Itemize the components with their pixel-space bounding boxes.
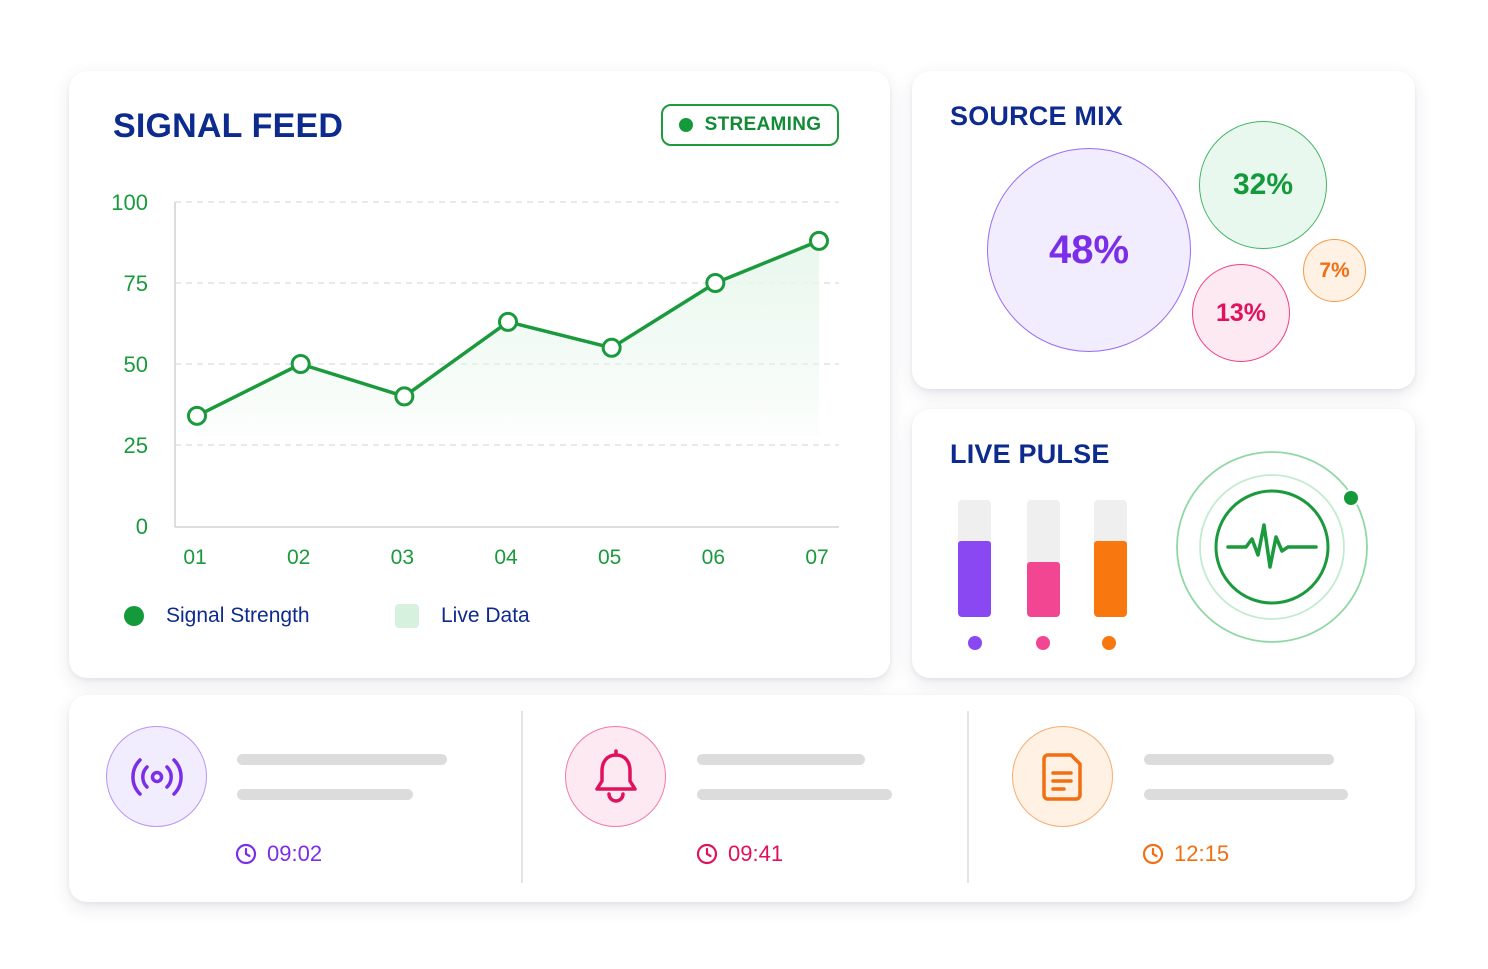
streaming-dot-icon <box>678 118 693 132</box>
signal-feed-title: SIGNAL FEED <box>113 107 344 145</box>
streaming-badge-label: STREAMING <box>704 114 822 135</box>
activity-text-placeholder <box>697 754 865 765</box>
activity-text-placeholder <box>237 754 447 765</box>
streaming-badge: STREAMING <box>661 104 839 146</box>
clock-icon <box>235 843 257 865</box>
live-pulse-card: LIVE PULSE <box>912 409 1415 678</box>
x-tick-label: 05 <box>598 546 621 569</box>
activity-time-1: 09:02 <box>235 841 322 867</box>
source-mix-title: SOURCE MIX <box>950 101 1124 131</box>
pulse-bar-purple <box>958 500 991 617</box>
activity-card: 09:02 09:41 12:15 <box>69 695 1415 902</box>
broadcast-icon[interactable] <box>106 726 207 827</box>
data-point-06 <box>705 273 726 293</box>
heartbeat-icon <box>1176 451 1368 643</box>
data-point-01 <box>187 405 207 426</box>
y-tick-label: 100 <box>111 190 148 215</box>
legend-signal-label: Signal Strength <box>166 604 310 627</box>
activity-time-label: 12:15 <box>1174 841 1230 866</box>
legend-live-swatch-icon <box>395 604 419 628</box>
activity-text-placeholder <box>697 789 892 800</box>
pulse-dot-purple-icon <box>968 636 982 650</box>
activity-time-3: 12:15 <box>1142 841 1229 867</box>
legend-signal-dot-icon <box>124 606 144 626</box>
x-tick-label: 02 <box>287 546 310 569</box>
pulse-bar-fill <box>1094 540 1127 617</box>
legend-live-data: Live Data <box>395 604 530 628</box>
pulse-dot-orange-icon <box>1102 636 1116 650</box>
y-tick-label: 75 <box>124 271 148 296</box>
y-tick-label: 25 <box>124 433 148 458</box>
pulse-bar-fill <box>958 540 991 617</box>
activity-text-placeholder <box>237 789 413 800</box>
data-point-04 <box>498 311 518 332</box>
pulse-bar-fill <box>1027 562 1060 617</box>
activity-divider <box>521 711 523 883</box>
live-data-area <box>197 240 819 436</box>
live-pulse-title: LIVE PULSE <box>950 439 1110 469</box>
document-icon[interactable] <box>1012 726 1113 827</box>
bell-icon[interactable] <box>565 726 666 827</box>
data-point-07 <box>809 230 829 251</box>
source-bubble-13: 13% <box>1192 264 1290 362</box>
pulse-dot-pink-icon <box>1036 636 1050 650</box>
clock-icon <box>696 843 718 865</box>
data-point-02 <box>290 354 311 374</box>
source-bubble-7: 7% <box>1303 239 1366 302</box>
source-bubble-32: 32% <box>1199 121 1327 249</box>
activity-text-placeholder <box>1144 754 1334 765</box>
x-tick-label: 03 <box>391 546 414 569</box>
clock-icon <box>1142 843 1164 865</box>
signal-feed-card: SIGNAL FEED STREAMING 0 25 50 75 100 01 02 03 04… <box>69 71 890 678</box>
legend-live-label: Live Data <box>441 604 530 627</box>
y-tick-label: 50 <box>124 352 148 377</box>
data-point-05 <box>601 337 622 358</box>
activity-time-label: 09:02 <box>267 841 323 866</box>
x-tick-label: 04 <box>494 546 518 569</box>
x-tick-label: 06 <box>702 546 725 569</box>
legend-signal-strength: Signal Strength <box>124 604 310 628</box>
x-tick-label: 01 <box>183 546 206 569</box>
pulse-bar-orange <box>1094 500 1127 617</box>
signal-line-chart: 0 25 50 75 100 01 02 03 04 05 06 07 <box>111 190 839 569</box>
activity-text-placeholder <box>1144 789 1348 800</box>
y-tick-label: 0 <box>136 514 148 539</box>
x-tick-label: 07 <box>805 546 828 569</box>
activity-time-2: 09:41 <box>696 841 783 867</box>
source-bubble-48: 48% <box>987 148 1191 352</box>
data-point-03 <box>394 386 415 407</box>
pulse-bar-pink <box>1027 500 1060 617</box>
activity-time-label: 09:41 <box>728 841 784 866</box>
source-mix-card: SOURCE MIX 48% 32% 13% 7% <box>912 71 1415 389</box>
activity-divider <box>967 711 969 883</box>
